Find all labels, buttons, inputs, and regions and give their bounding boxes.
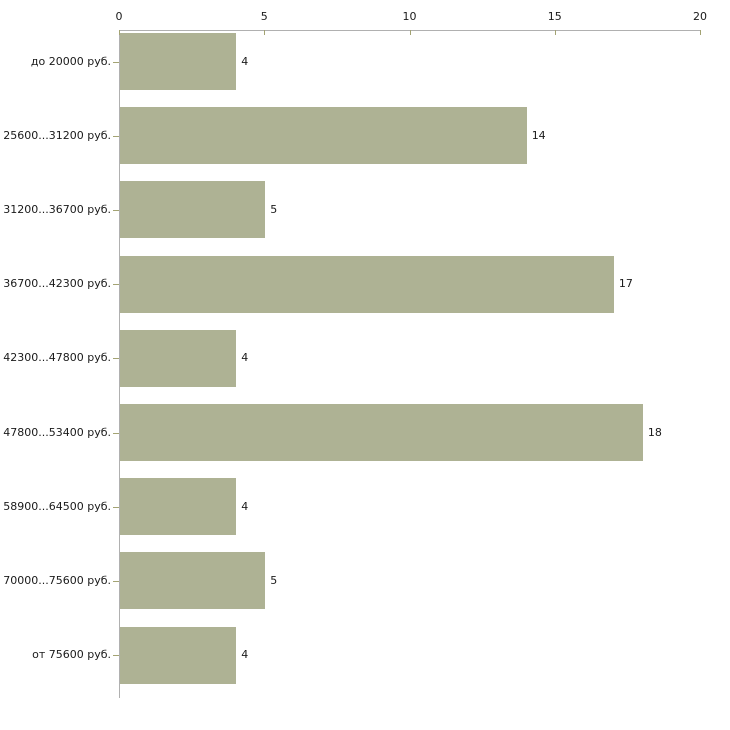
y-axis-tick — [113, 507, 119, 508]
bar-value-label: 4 — [241, 648, 249, 662]
bar-value-label: 17 — [618, 277, 633, 291]
bar-value-label: 4 — [241, 54, 249, 68]
bar[interactable] — [120, 552, 266, 610]
y-axis-tick — [113, 210, 119, 211]
bar[interactable] — [120, 478, 237, 536]
category-label: 42300...47800 руб. — [3, 351, 111, 365]
y-axis-tick — [113, 284, 119, 285]
bar-value-label: 14 — [531, 128, 546, 142]
x-axis-tick — [700, 30, 701, 35]
bar[interactable] — [120, 33, 237, 90]
category-label: от 75600 руб. — [32, 648, 111, 662]
x-axis-tick-label: 20 — [693, 10, 707, 23]
y-axis-tick — [113, 358, 119, 359]
x-axis-tick-label: 10 — [402, 10, 417, 23]
x-axis-tick-label: 15 — [547, 10, 562, 23]
x-axis-tick — [554, 30, 556, 35]
category-label: до 20000 руб. — [30, 54, 111, 68]
bar-value-label: 4 — [241, 499, 249, 513]
y-axis-tick — [113, 62, 119, 63]
x-axis-tick — [119, 30, 120, 35]
category-label: 47800...53400 руб. — [3, 425, 111, 439]
category-label: 36700...42300 руб. — [3, 277, 111, 291]
bar[interactable] — [120, 255, 614, 313]
bar[interactable] — [120, 107, 527, 165]
category-label: 70000...75600 руб. — [3, 573, 111, 587]
y-axis-tick — [113, 433, 119, 434]
y-axis-tick — [113, 136, 119, 137]
category-label: 31200...36700 руб. — [3, 202, 111, 216]
x-axis-tick-label: 5 — [260, 10, 268, 23]
category-label: 25600...31200 руб. — [3, 128, 111, 142]
bar[interactable] — [120, 329, 237, 387]
bar-value-label: 4 — [241, 351, 249, 365]
y-axis-tick — [113, 581, 119, 582]
bar-value-label: 5 — [270, 202, 278, 216]
bar-value-label: 18 — [647, 425, 662, 439]
y-axis-line — [119, 30, 120, 698]
bar[interactable] — [120, 626, 237, 684]
x-axis-tick — [264, 30, 266, 35]
y-axis-tick — [113, 655, 119, 656]
x-axis-tick — [409, 30, 411, 35]
category-label: 58900...64500 руб. — [3, 499, 111, 513]
bar[interactable] — [120, 404, 643, 461]
bar-value-label: 5 — [270, 573, 278, 587]
x-axis-tick-label: 0 — [115, 10, 123, 23]
bar[interactable] — [120, 181, 266, 239]
